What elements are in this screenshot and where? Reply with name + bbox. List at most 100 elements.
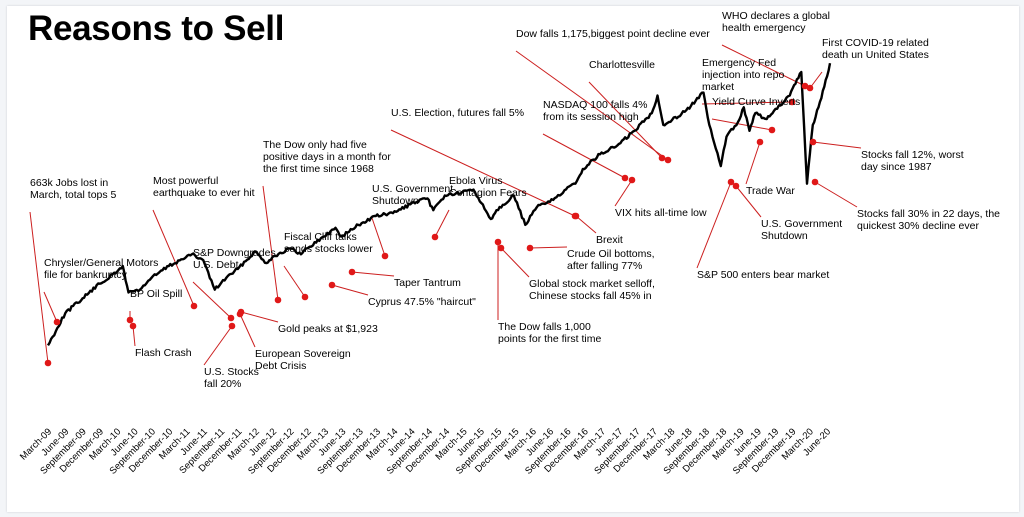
annotation-label: The Dow only had five positive days in a … xyxy=(263,139,391,175)
annotation-leaders xyxy=(29,44,862,366)
event-marker xyxy=(431,233,439,241)
event-marker xyxy=(44,359,52,367)
annotation-leader xyxy=(745,141,761,185)
annotation-label: WHO declares a global health emergency xyxy=(722,10,830,34)
event-marker xyxy=(227,314,235,322)
event-marker xyxy=(658,154,666,162)
annotation-leader xyxy=(575,215,597,234)
annotation-labels: 663k Jobs lost in March, total tops 5 Chry… xyxy=(30,10,1000,390)
event-marker xyxy=(811,178,819,186)
event-marker xyxy=(381,252,389,260)
annotation-label: Flash Crash xyxy=(135,347,192,359)
event-marker xyxy=(732,182,740,190)
annotation-leader xyxy=(434,209,450,238)
event-marker xyxy=(571,212,579,220)
annotation-leader xyxy=(701,101,793,105)
event-marker xyxy=(664,156,672,164)
annotation-leader xyxy=(203,325,233,366)
annotation-leader xyxy=(711,118,773,131)
annotation-label: NASDAQ 100 falls 4% from its session high xyxy=(543,99,647,123)
annotation-leader xyxy=(721,44,806,87)
annotation-leader xyxy=(500,247,530,278)
event-marker xyxy=(801,82,809,90)
annotation-label: U.S. Stocks fall 20% xyxy=(204,366,259,390)
annotation-label: Chrysler/General Motors file for bankrupt… xyxy=(44,257,158,281)
event-marker xyxy=(526,244,534,252)
annotation-leader xyxy=(262,185,279,301)
event-marker xyxy=(806,84,814,92)
annotation-label: BP Oil Spill xyxy=(130,288,182,300)
annotation-leader xyxy=(814,181,858,208)
annotation-leader xyxy=(152,209,195,307)
event-marker xyxy=(301,293,309,301)
event-marker xyxy=(348,268,356,276)
event-marker xyxy=(621,174,629,182)
series-line-index xyxy=(46,62,832,347)
annotation-leader xyxy=(390,129,576,217)
annotation-label: Charlottesville xyxy=(589,59,655,71)
annotation-label: Stocks fall 30% in 22 days, the quickest … xyxy=(857,208,1000,232)
event-marker xyxy=(494,238,502,246)
annotation-label: Fiscal Cliff talks sends stocks lower xyxy=(284,231,373,255)
annotation-label: European Sovereign Debt Crisis xyxy=(255,348,351,372)
annotation-label: Ebola Virus Contagion Fears xyxy=(449,175,527,199)
annotation-leader xyxy=(371,217,386,257)
annotation-label: Dow falls 1,175,biggest point decline ev… xyxy=(516,28,710,40)
annotation-label: Taper Tantrum xyxy=(394,277,461,289)
annotation-label: Brexit xyxy=(596,234,623,246)
annotation-leader xyxy=(529,246,568,249)
annotation-label: Cyprus 47.5% "haircut" xyxy=(368,296,476,308)
annotation-label: Crude Oil bottoms, after falling 77% xyxy=(567,248,655,272)
event-marker xyxy=(126,316,134,324)
annotation-leader xyxy=(812,141,862,149)
annotation-leader xyxy=(239,313,256,348)
annotation-leader xyxy=(240,311,279,323)
annotation-label: Trade War xyxy=(746,185,795,197)
event-marker xyxy=(237,308,245,316)
annotation-leader xyxy=(588,81,663,159)
event-marker xyxy=(727,178,735,186)
event-marker xyxy=(129,322,137,330)
event-marker xyxy=(768,126,776,134)
x-axis-tick-labels: March-09June-09September-09December-09Ma… xyxy=(18,426,833,476)
annotation-leader xyxy=(696,181,732,269)
event-marker xyxy=(756,138,764,146)
annotation-leader xyxy=(614,179,633,207)
annotation-label: VIX hits all-time low xyxy=(615,207,707,219)
event-marker xyxy=(190,302,198,310)
annotation-label: Gold peaks at $1,923 xyxy=(278,323,378,335)
annotation-leader xyxy=(515,50,669,161)
annotation-label: The Dow falls 1,000 points for the first … xyxy=(498,321,601,345)
annotation-label: U.S. Government Shutdown xyxy=(761,218,842,242)
annotation-label: U.S. Government Shutdown xyxy=(372,183,453,207)
event-markers xyxy=(44,82,819,367)
event-marker xyxy=(809,138,817,146)
event-marker xyxy=(228,322,236,330)
annotation-leader xyxy=(809,71,823,89)
annotation-leader xyxy=(542,133,626,179)
annotation-label: First COVID-19 related death un United St… xyxy=(822,37,929,61)
annotation-label: Global stock market selloff, Chinese stoc… xyxy=(529,278,655,302)
chart-title: Reasons to Sell xyxy=(28,9,285,48)
annotation-leader xyxy=(331,284,369,296)
annotation-label: U.S. Election, futures fall 5% xyxy=(391,107,524,119)
event-marker xyxy=(53,318,61,326)
annotation-label: Yield Curve Inverts xyxy=(712,96,800,108)
event-marker xyxy=(328,281,336,289)
annotation-label: Stocks fall 12%, worst day since 1987 xyxy=(861,149,964,173)
annotation-leader xyxy=(29,211,49,364)
annotation-label: 663k Jobs lost in March, total tops 5 xyxy=(30,177,117,201)
annotation-leader xyxy=(351,271,395,277)
event-marker xyxy=(788,98,796,106)
annotation-label: Most powerful earthquake to ever hit xyxy=(153,175,255,199)
annotation-leader xyxy=(192,281,232,319)
annotation-label: S&P 500 enters bear market xyxy=(697,269,829,281)
event-marker xyxy=(628,176,636,184)
annotation-label: S&P Downgrades U.S. Debt xyxy=(193,247,276,271)
annotation-leader xyxy=(735,185,762,218)
annotation-leader xyxy=(283,265,306,298)
annotation-leader xyxy=(132,325,136,347)
annotation-leader xyxy=(43,291,58,323)
chart-frame xyxy=(7,6,1019,512)
